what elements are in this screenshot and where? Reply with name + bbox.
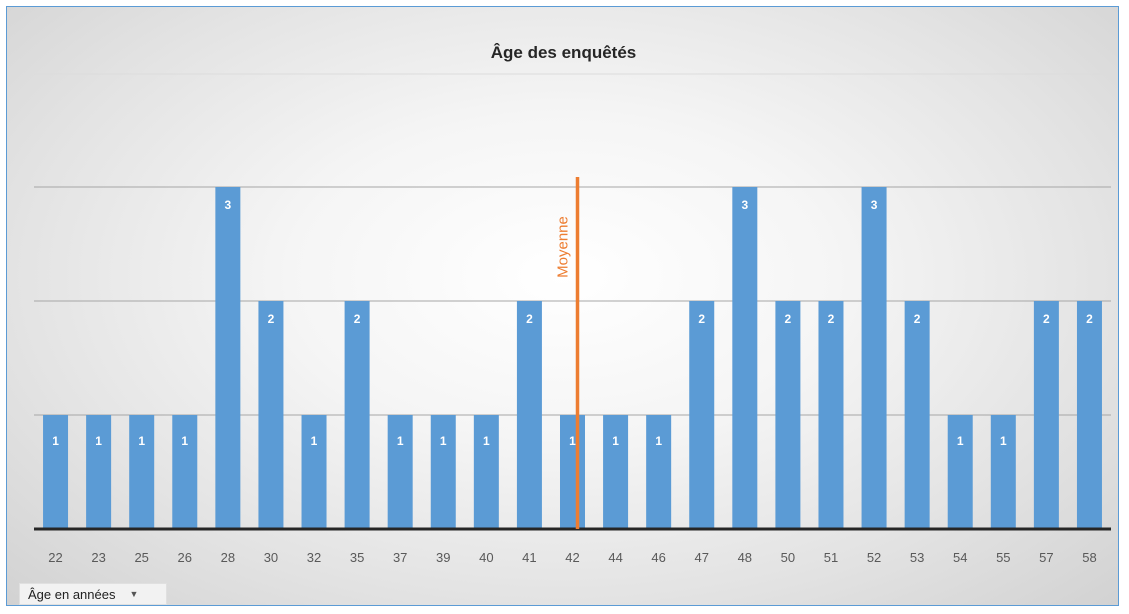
bar	[473, 415, 499, 529]
x-tick-label: 26	[178, 550, 192, 565]
bar-data-label: 1	[483, 434, 490, 448]
x-tick-label: 55	[996, 550, 1010, 565]
bar-data-label: 1	[655, 434, 662, 448]
bar-data-label: 2	[526, 312, 533, 326]
bar-data-label: 1	[612, 434, 619, 448]
x-tick-label: 39	[436, 550, 450, 565]
bar-data-label: 2	[914, 312, 921, 326]
bar	[818, 301, 844, 529]
bar	[990, 415, 1016, 529]
mean-label: Moyenne	[555, 216, 572, 278]
bar-data-label: 1	[52, 434, 59, 448]
bar-data-label: 1	[397, 434, 404, 448]
bar-data-label: 2	[268, 312, 275, 326]
x-tick-label: 54	[953, 550, 967, 565]
x-tick-label: 58	[1082, 550, 1096, 565]
bar	[301, 415, 327, 529]
x-tick-label: 47	[695, 550, 709, 565]
bar-data-label: 1	[181, 434, 188, 448]
bar-data-label: 1	[138, 434, 145, 448]
bar	[732, 187, 758, 529]
bar	[430, 415, 456, 529]
x-tick-label: 40	[479, 550, 493, 565]
x-tick-label: 37	[393, 550, 407, 565]
dropdown-arrow-icon: ▼	[129, 589, 139, 599]
bar-data-label: 2	[1043, 312, 1050, 326]
bar-data-label: 3	[741, 198, 748, 212]
x-tick-label: 25	[134, 550, 148, 565]
x-tick-label: 42	[565, 550, 579, 565]
x-tick-label: 28	[221, 550, 235, 565]
bar	[344, 301, 370, 529]
x-tick-label: 23	[91, 550, 105, 565]
bar	[1076, 301, 1102, 529]
bar	[646, 415, 672, 529]
bar	[603, 415, 629, 529]
bar	[560, 415, 585, 529]
bar-data-label: 1	[957, 434, 964, 448]
x-tick-label: 41	[522, 550, 536, 565]
bar	[904, 301, 930, 529]
bar	[129, 415, 155, 529]
bar-data-label: 2	[1086, 312, 1093, 326]
x-tick-label: 50	[781, 550, 795, 565]
field-filter-label: Âge en années	[28, 586, 116, 602]
bar-data-label: 1	[95, 434, 102, 448]
x-tick-label: 30	[264, 550, 278, 565]
x-tick-label: 48	[738, 550, 752, 565]
bar	[43, 415, 69, 529]
bar	[172, 415, 198, 529]
bar	[516, 301, 542, 529]
bar-data-label: 2	[354, 312, 361, 326]
bar-data-label: 1	[1000, 434, 1007, 448]
bar	[775, 301, 801, 529]
bar-data-label: 2	[785, 312, 792, 326]
bar-data-label: 1	[440, 434, 447, 448]
bar	[861, 187, 887, 529]
x-tick-label: 52	[867, 550, 881, 565]
bar-data-label: 1	[311, 434, 318, 448]
bar-data-label: 2	[698, 312, 705, 326]
bar	[387, 415, 413, 529]
bar	[215, 187, 241, 529]
chart-title: Âge des enquêtés	[490, 43, 637, 62]
bar-data-label: 2	[828, 312, 835, 326]
bar	[258, 301, 284, 529]
x-tick-label: 57	[1039, 550, 1053, 565]
bar	[1033, 301, 1059, 529]
field-filter-button[interactable]: Âge en années ▼	[19, 583, 167, 605]
x-tick-label: 32	[307, 550, 321, 565]
bar	[947, 415, 973, 529]
bar-data-label: 1	[569, 434, 576, 448]
x-tick-label: 46	[651, 550, 665, 565]
x-tick-label: 35	[350, 550, 364, 565]
x-tick-label: 44	[608, 550, 622, 565]
bar	[689, 301, 715, 529]
x-tick-label: 51	[824, 550, 838, 565]
bar	[86, 415, 112, 529]
x-tick-label: 53	[910, 550, 924, 565]
x-tick-label: 22	[48, 550, 62, 565]
bar-data-label: 3	[871, 198, 878, 212]
bar-data-label: 3	[225, 198, 232, 212]
